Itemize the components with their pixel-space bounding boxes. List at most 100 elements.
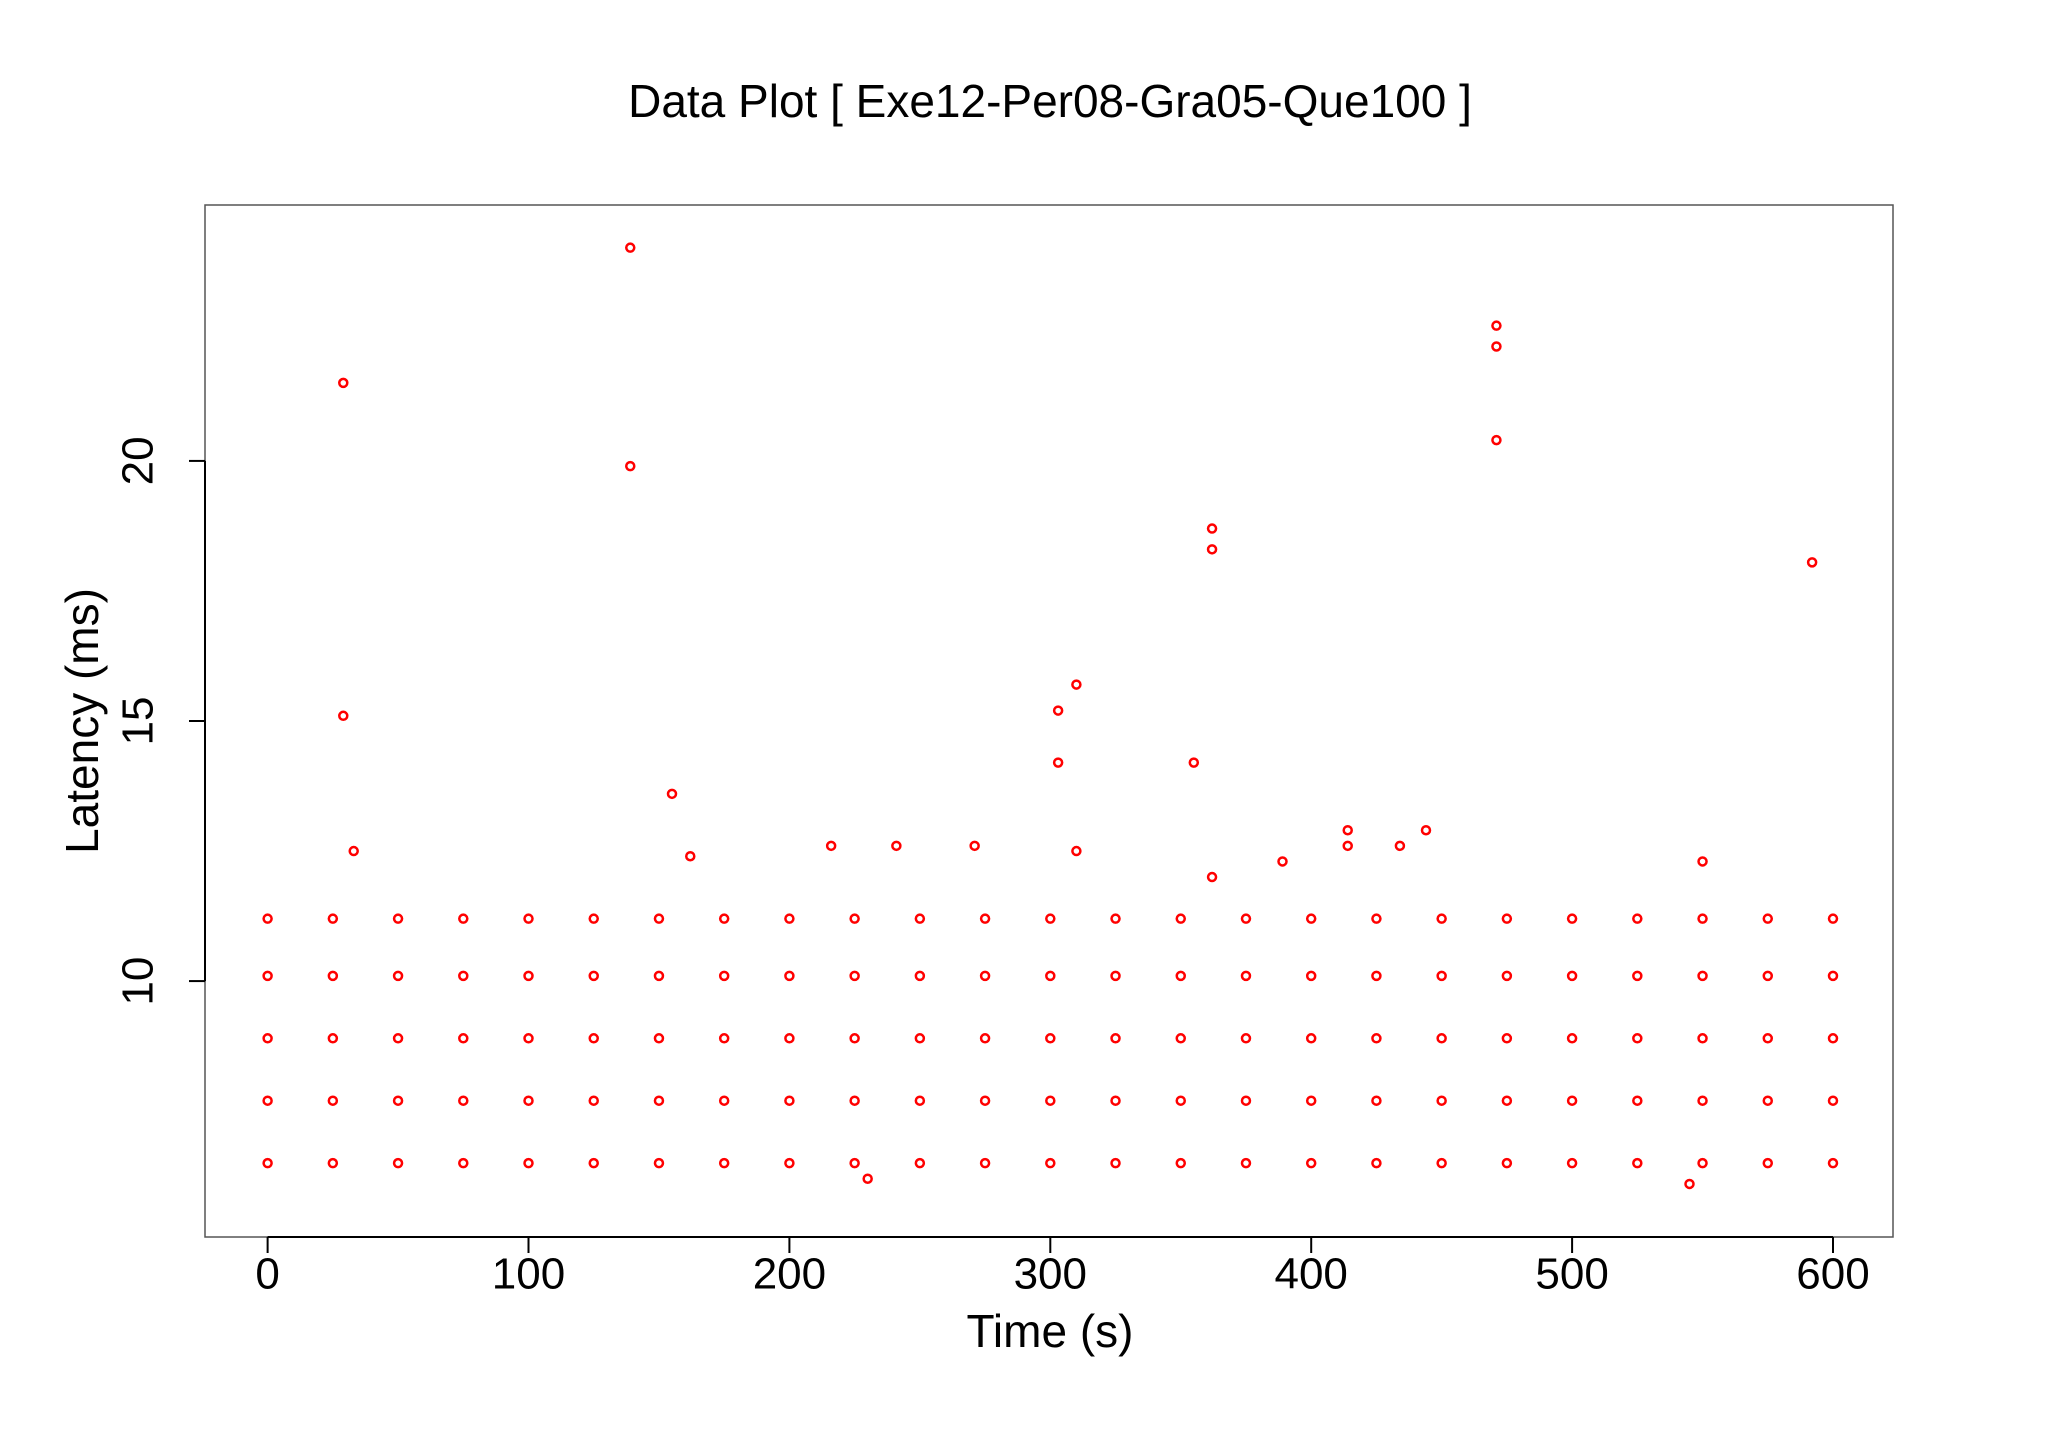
point — [1206, 544, 1218, 555]
point — [1342, 840, 1353, 852]
point — [718, 913, 730, 924]
x-tick-label: 100 — [492, 1250, 565, 1299]
point — [1045, 1157, 1056, 1169]
y-axis-label: Latency (ms) — [56, 588, 108, 854]
point — [1052, 705, 1064, 716]
point — [1762, 970, 1774, 982]
point — [1436, 970, 1447, 982]
point — [1697, 913, 1708, 924]
point — [849, 1095, 860, 1106]
point — [348, 845, 359, 857]
point — [653, 1095, 665, 1106]
point — [588, 1033, 599, 1044]
point — [1110, 913, 1121, 924]
point — [458, 970, 469, 982]
point — [1501, 970, 1513, 982]
point — [327, 1033, 339, 1044]
point — [262, 1157, 273, 1169]
point — [1175, 1033, 1187, 1044]
point — [1420, 824, 1432, 836]
point — [1762, 913, 1774, 924]
point — [523, 1033, 534, 1044]
point — [327, 1095, 339, 1106]
point — [784, 1095, 795, 1106]
point — [392, 1033, 404, 1044]
x-tick-label: 300 — [1014, 1250, 1087, 1299]
x-tick-label: 600 — [1796, 1250, 1869, 1299]
point — [1501, 913, 1513, 924]
point — [718, 1157, 730, 1169]
point — [1827, 1095, 1839, 1106]
x-tick-label: 0 — [255, 1250, 279, 1299]
point — [1697, 1033, 1708, 1044]
point — [1827, 970, 1839, 982]
point — [1491, 434, 1502, 446]
point — [1045, 1095, 1056, 1106]
point — [1110, 1095, 1121, 1106]
point — [1632, 970, 1643, 982]
point — [979, 1095, 991, 1106]
point — [784, 1033, 795, 1044]
point — [1110, 970, 1121, 982]
point — [1436, 1157, 1447, 1169]
point — [1188, 757, 1200, 768]
point — [979, 970, 991, 982]
point — [625, 242, 636, 253]
point — [1491, 341, 1502, 352]
point — [718, 970, 730, 982]
point — [825, 840, 837, 852]
plot-frame — [204, 204, 1894, 1238]
point — [1240, 913, 1252, 924]
point — [914, 913, 926, 924]
point — [1305, 1095, 1317, 1106]
point — [1052, 757, 1064, 768]
point — [1305, 970, 1317, 982]
point — [1566, 913, 1578, 924]
point — [1045, 970, 1056, 982]
point — [1110, 1033, 1121, 1044]
point — [1827, 1157, 1839, 1169]
point — [458, 913, 469, 924]
point — [653, 1033, 665, 1044]
point — [262, 913, 273, 924]
point — [979, 1033, 991, 1044]
point — [685, 850, 696, 862]
point — [523, 1095, 534, 1106]
point — [1342, 824, 1353, 836]
point — [1240, 1095, 1252, 1106]
point — [914, 1033, 926, 1044]
x-tick-label: 500 — [1535, 1250, 1608, 1299]
point — [392, 1095, 404, 1106]
point — [1697, 1095, 1708, 1106]
point — [1206, 523, 1218, 534]
point — [784, 970, 795, 982]
x-tick-label: 400 — [1274, 1250, 1347, 1299]
y-tick-label: 15 — [114, 697, 163, 746]
point — [1501, 1157, 1513, 1169]
x-tick-label: 200 — [753, 1250, 826, 1299]
point — [338, 377, 349, 389]
point — [718, 1095, 730, 1106]
point — [666, 788, 678, 800]
point — [1806, 557, 1818, 568]
point — [862, 1173, 873, 1184]
point — [1240, 1157, 1252, 1169]
point — [718, 1033, 730, 1044]
point — [1762, 1095, 1774, 1106]
point — [1697, 856, 1708, 867]
point — [1762, 1157, 1774, 1169]
chart-title: Data Plot [ Exe12-Per08-Gra05-Que100 ] — [628, 75, 1472, 127]
point — [1175, 970, 1187, 982]
point — [588, 913, 599, 924]
point — [849, 1033, 860, 1044]
point — [262, 1095, 273, 1106]
point — [653, 913, 665, 924]
point — [1491, 320, 1502, 331]
point — [1827, 1033, 1839, 1044]
point — [1371, 1033, 1382, 1044]
point — [327, 970, 339, 982]
point — [1175, 1157, 1187, 1169]
point — [1371, 913, 1382, 924]
point — [1566, 970, 1578, 982]
